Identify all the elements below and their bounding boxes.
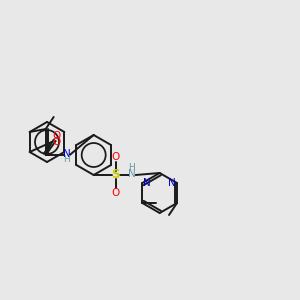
- Text: S: S: [111, 169, 120, 182]
- Text: H: H: [128, 164, 135, 172]
- Text: O: O: [112, 152, 120, 162]
- Text: O: O: [112, 188, 120, 198]
- Text: O: O: [52, 131, 61, 141]
- Text: N: N: [143, 178, 151, 188]
- Text: O: O: [52, 137, 61, 147]
- Text: N: N: [63, 149, 70, 159]
- Text: N: N: [168, 178, 176, 188]
- Text: H: H: [63, 155, 70, 164]
- Text: N: N: [128, 169, 136, 179]
